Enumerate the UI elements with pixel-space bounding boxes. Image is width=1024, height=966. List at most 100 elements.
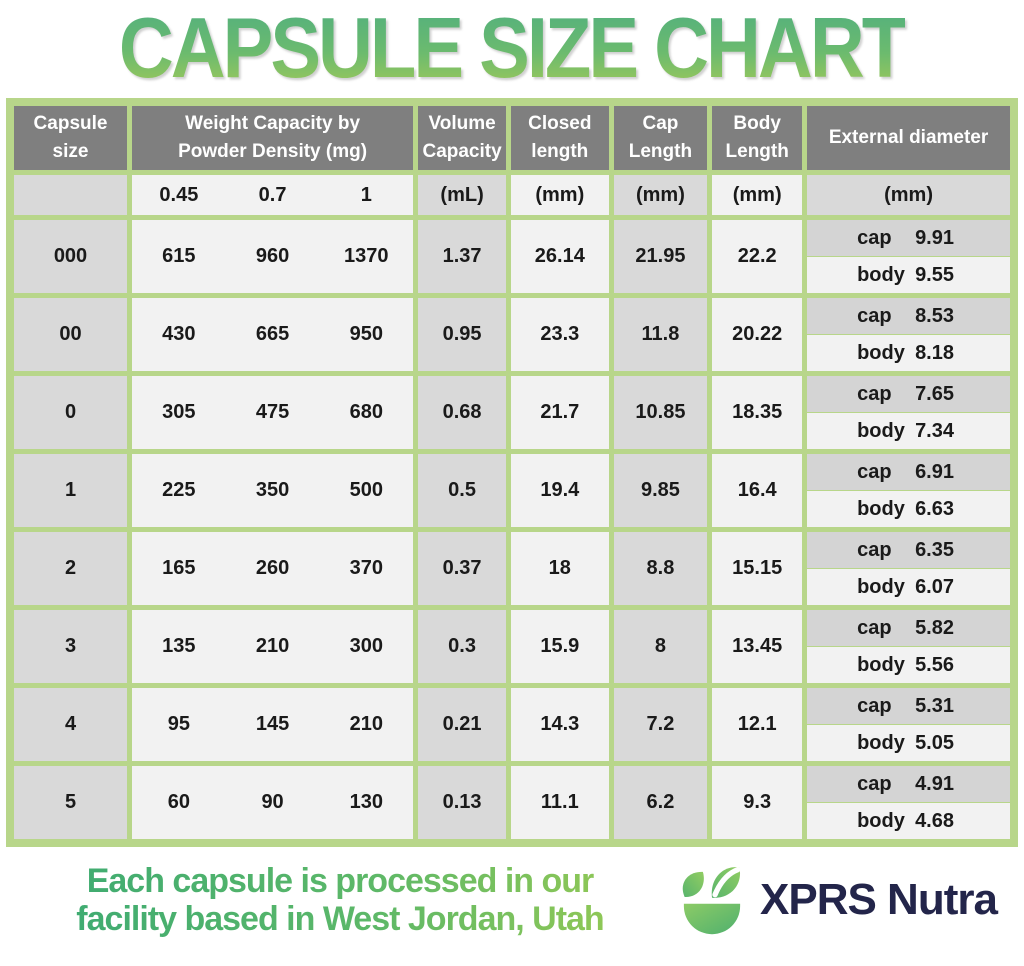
ext-body-value: 5.56 [915,653,954,676]
ext-cap-label: cap [857,616,892,639]
weight-07: 475 [255,401,290,423]
ext-body-value: 5.05 [915,731,954,754]
closed-length-cell: 18 [511,532,609,605]
weight-capacity-cell: 225 350 500 [132,454,414,527]
body-length-cell: 12.1 [712,688,803,761]
external-diameter-cell: cap 6.35 body 6.07 [807,532,1010,605]
header-weight-line2: Powder Density (mg) [178,141,368,162]
body-length-cell: 16.4 [712,454,803,527]
external-diameter-cell: cap 9.91 body 9.55 [807,220,1010,293]
header-closed-length: Closed length [511,106,609,170]
cap-length-cell: 8.8 [613,532,708,605]
table-row-0: 0 305 475 680 0.68 21.7 10.85 18.35 cap 7… [14,376,1010,449]
weight-07: 350 [255,479,290,501]
weight-1: 370 [349,557,383,579]
weight-capacity-cell: 95 145 210 [132,688,414,761]
ext-cap-value: 6.91 [915,460,954,483]
external-diameter-cell: cap 5.82 body 5.56 [807,610,1010,683]
header-weight-line1: Weight Capacity by [185,113,361,135]
ext-body-value: 8.18 [915,341,954,364]
volume-cell: 0.21 [418,688,507,761]
table-row-4: 4 95 145 210 0.21 14.3 7.2 12.1 cap 5.31 … [14,688,1010,761]
weight-07: 210 [255,635,290,657]
weight-capacity-cell: 135 210 300 [132,610,414,683]
closed-length-cell: 21.7 [511,376,609,449]
units-closed: (mm) [511,175,609,215]
ext-cap-value: 5.82 [915,616,954,639]
external-diameter-cell: cap 4.91 body 4.68 [807,766,1010,839]
table-row-000: 000 615 960 1370 1.37 26.14 21.95 22.2 c… [14,220,1010,293]
external-diameter-cell: cap 8.53 body 8.18 [807,298,1010,371]
weight-1: 210 [349,713,383,735]
density-045: 0.45 [159,183,199,206]
body-length-cell: 13.45 [712,610,803,683]
ext-body-label: body [857,575,905,598]
weight-045: 615 [162,245,196,267]
weight-capacity-cell: 615 960 1370 [132,220,414,293]
weight-07: 260 [255,557,290,579]
header-row: Capsule size Weight Capacity by Powder D… [14,106,1010,170]
weight-045: 225 [162,479,196,501]
header-weight-capacity: Weight Capacity by Powder Density (mg) [132,106,414,170]
ext-body-label: body [857,731,905,754]
ext-cap-label: cap [857,694,892,717]
cap-length-cell: 8 [613,610,708,683]
ext-cap-value: 9.91 [915,226,954,249]
external-diameter-cell: cap 5.31 body 5.05 [807,688,1010,761]
volume-cell: 0.13 [418,766,507,839]
capsule-size-cell: 1 [14,454,128,527]
table-row-3: 3 135 210 300 0.3 15.9 8 13.45 cap 5.82 b… [14,610,1010,683]
units-cap: (mm) [613,175,708,215]
ext-cap-value: 7.65 [915,382,954,405]
units-volume: (mL) [418,175,507,215]
volume-cell: 0.68 [418,376,507,449]
external-diameter-cell: cap 6.91 body 6.63 [807,454,1010,527]
ext-body-label: body [857,263,905,286]
body-length-cell: 22.2 [712,220,803,293]
closed-length-cell: 23.3 [511,298,609,371]
cap-length-cell: 6.2 [613,766,708,839]
ext-body-label: body [857,497,905,520]
ext-cap-label: cap [857,772,892,795]
weight-capacity-cell: 60 90 130 [132,766,414,839]
ext-body-label: body [857,341,905,364]
capsule-size-table: Capsule size Weight Capacity by Powder D… [9,101,1015,844]
weight-capacity-cell: 165 260 370 [132,532,414,605]
weight-07: 90 [261,791,284,813]
body-length-cell: 20.22 [712,298,803,371]
ext-cap-label: cap [857,460,892,483]
weight-045: 95 [167,713,190,735]
footer-tagline: Each capsule is processed in our facilit… [14,862,666,939]
footer-tagline-line2: facility based in West Jordan, Utah [76,900,604,938]
units-capsule-size-empty [14,175,128,215]
capsule-size-cell: 4 [14,688,128,761]
cap-length-cell: 11.8 [613,298,708,371]
volume-cell: 0.3 [418,610,507,683]
cap-length-cell: 10.85 [613,376,708,449]
capsule-size-cell: 3 [14,610,128,683]
volume-cell: 0.5 [418,454,507,527]
closed-length-cell: 26.14 [511,220,609,293]
weight-1: 950 [349,323,383,345]
ext-body-value: 9.55 [915,263,954,286]
ext-cap-label: cap [857,538,892,561]
weight-045: 165 [162,557,196,579]
body-length-cell: 15.15 [712,532,803,605]
units-densities: 0.45 0.7 1 [132,175,414,215]
ext-cap-value: 5.31 [915,694,954,717]
capsule-size-cell: 0 [14,376,128,449]
capsule-size-cell: 00 [14,298,128,371]
weight-1: 130 [349,791,383,813]
weight-045: 430 [162,323,196,345]
ext-body-value: 4.68 [915,809,954,832]
volume-cell: 1.37 [418,220,507,293]
units-external: (mm) [807,175,1010,215]
density-1: 1 [360,183,372,206]
cap-length-cell: 21.95 [613,220,708,293]
title-bar: CAPSULE SIZE CHART [0,0,1024,96]
weight-07: 145 [255,713,290,735]
ext-body-label: body [857,419,905,442]
table-row-00: 00 430 665 950 0.95 23.3 11.8 20.22 cap 8… [14,298,1010,371]
table-row-1: 1 225 350 500 0.5 19.4 9.85 16.4 cap 6.91… [14,454,1010,527]
ext-body-label: body [857,809,905,832]
